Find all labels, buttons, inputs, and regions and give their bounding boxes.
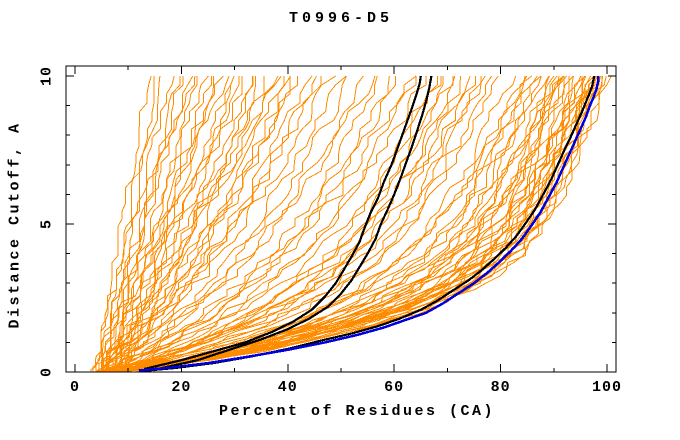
model-curve-orange [101, 76, 397, 372]
model-curve-orange [117, 75, 292, 372]
x-tick-label: 100 [591, 379, 623, 396]
model-ensemble-curves [90, 75, 612, 372]
model-curve-orange [115, 75, 279, 372]
model-curve-orange [120, 76, 417, 372]
model-curve-orange [96, 75, 209, 372]
model-curve-orange [125, 75, 517, 372]
model-curve-orange [107, 75, 604, 372]
model-curve-orange [98, 76, 240, 372]
y-tick-label: 10 [38, 65, 56, 87]
model-curve-orange [101, 75, 235, 372]
model-curve-orange [138, 75, 598, 372]
highlight-black-mid-1 [143, 75, 422, 371]
model-curve-orange [105, 75, 161, 372]
x-axis-label: Percent of Residues (CA) [218, 403, 496, 420]
model-curve-orange [106, 76, 257, 372]
best-model-curve-blue [138, 75, 600, 372]
model-curve-orange [120, 76, 454, 372]
model-curve-orange [117, 75, 317, 372]
model-curve-orange [107, 76, 291, 372]
x-tick-label: 40 [277, 379, 298, 396]
model-curve-orange [119, 75, 486, 372]
x-tick-label: 60 [384, 379, 405, 396]
highlight-curves [138, 75, 600, 372]
model-curve-orange [105, 76, 253, 372]
model-curve-orange [95, 75, 282, 372]
model-curve-orange [111, 76, 299, 372]
model-curve-orange [121, 75, 347, 372]
model-curve-orange [106, 75, 347, 372]
plot-title: T0996-D5 [288, 10, 393, 27]
model-curve-orange [101, 76, 265, 372]
model-curve-orange [112, 75, 476, 372]
model-curve-orange [111, 75, 378, 372]
model-curve-orange [107, 76, 482, 372]
model-curve-orange [140, 75, 587, 372]
model-curve-orange [100, 76, 155, 372]
model-curve-orange [101, 75, 499, 372]
model-curve-orange [144, 75, 567, 372]
model-curve-orange [95, 75, 175, 372]
model-curve-orange [92, 75, 196, 372]
model-curve-orange [115, 75, 417, 372]
x-tick-label: 20 [171, 379, 192, 396]
y-tick-label: 0 [38, 366, 56, 378]
model-curve-orange [102, 76, 214, 372]
model-curve-orange [102, 76, 322, 372]
model-curve-orange [115, 75, 376, 372]
model-curve-orange [110, 75, 564, 372]
highlight-black-shadow [144, 75, 596, 372]
model-curve-orange [102, 75, 538, 372]
highlight-black-mid-2 [154, 75, 433, 371]
y-tick-label: 5 [38, 218, 56, 230]
model-curve-orange [112, 75, 493, 372]
model-curve-orange [106, 75, 313, 372]
model-curve-orange [122, 75, 612, 372]
x-tick-label: 0 [69, 379, 81, 396]
model-curve-orange [96, 75, 224, 372]
x-tick-label: 80 [490, 379, 511, 396]
plot-frame [65, 65, 617, 373]
